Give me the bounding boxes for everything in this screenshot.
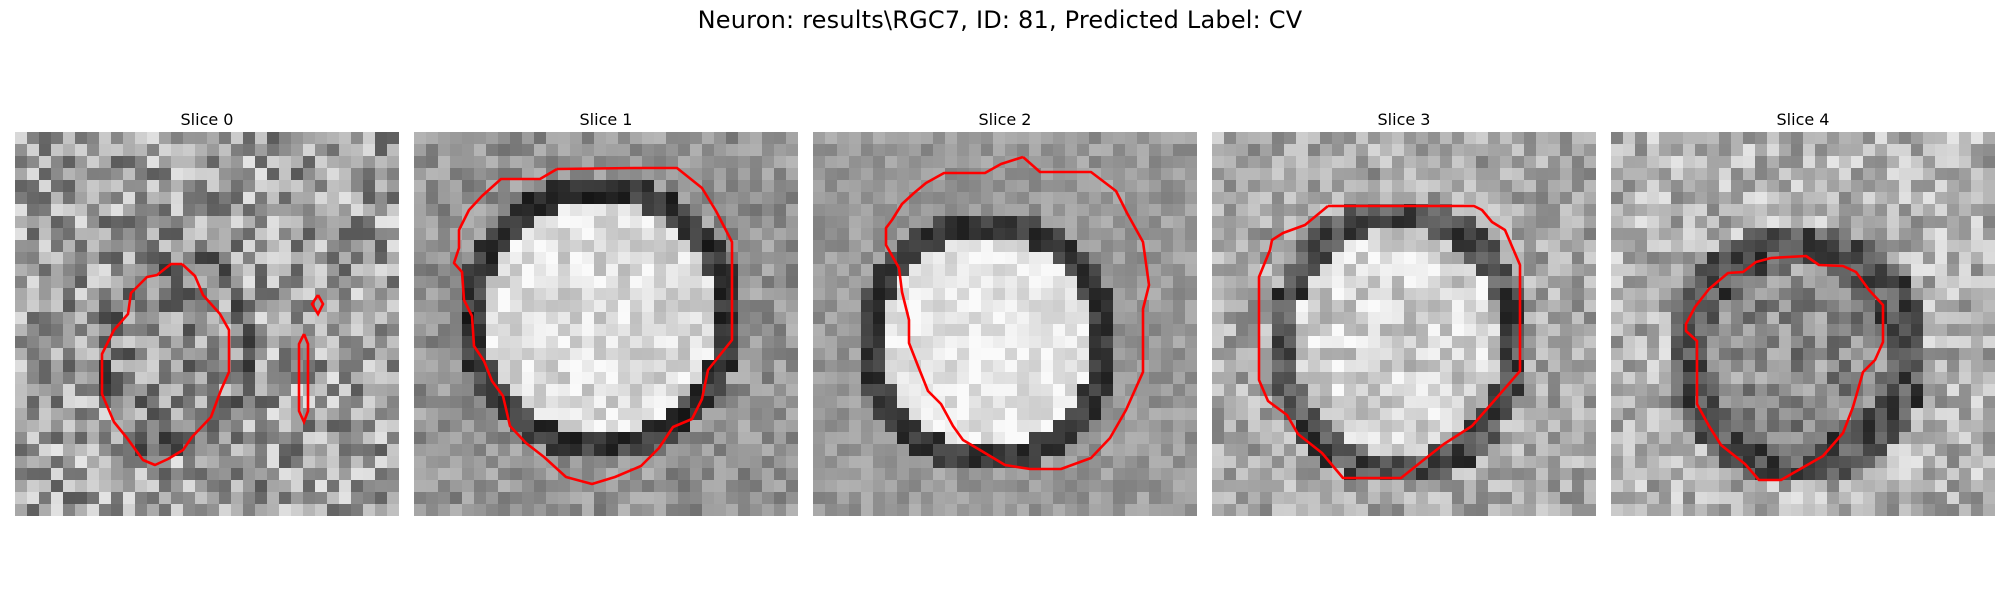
roi-contour xyxy=(452,166,734,486)
slice-title-1: Slice 1 xyxy=(579,110,633,129)
roi-contour xyxy=(297,333,310,426)
slice-pixels-2 xyxy=(813,132,1197,516)
slice-image-4 xyxy=(1611,132,1995,516)
slice-image-0 xyxy=(15,132,399,516)
slice-title-2: Slice 2 xyxy=(978,110,1032,129)
slice-panel-4: Slice 4 xyxy=(1611,108,1995,516)
slice-image-2 xyxy=(813,132,1197,516)
slice-title-4: Slice 4 xyxy=(1776,110,1830,129)
slice-pixels-4 xyxy=(1611,132,1995,516)
slice-panel-3: Slice 3 xyxy=(1212,108,1596,516)
roi-contour xyxy=(1257,204,1522,480)
roi-contour xyxy=(884,155,1151,471)
roi-contour xyxy=(100,262,231,467)
slice-image-3 xyxy=(1212,132,1596,516)
slice-pixels-1 xyxy=(414,132,798,516)
figure-title: Neuron: results\RGC7, ID: 81, Predicted … xyxy=(697,6,1303,34)
slice-panel-1: Slice 1 xyxy=(414,108,798,516)
slice-pixels-0 xyxy=(15,132,399,516)
slice-image-1 xyxy=(414,132,798,516)
slice-pixels-3 xyxy=(1212,132,1596,516)
slice-title-0: Slice 0 xyxy=(180,110,234,129)
slice-panel-0: Slice 0 xyxy=(15,108,399,516)
roi-contour xyxy=(310,294,325,317)
slice-title-3: Slice 3 xyxy=(1377,110,1431,129)
roi-contour xyxy=(1684,254,1885,482)
slice-panel-2: Slice 2 xyxy=(813,108,1197,516)
